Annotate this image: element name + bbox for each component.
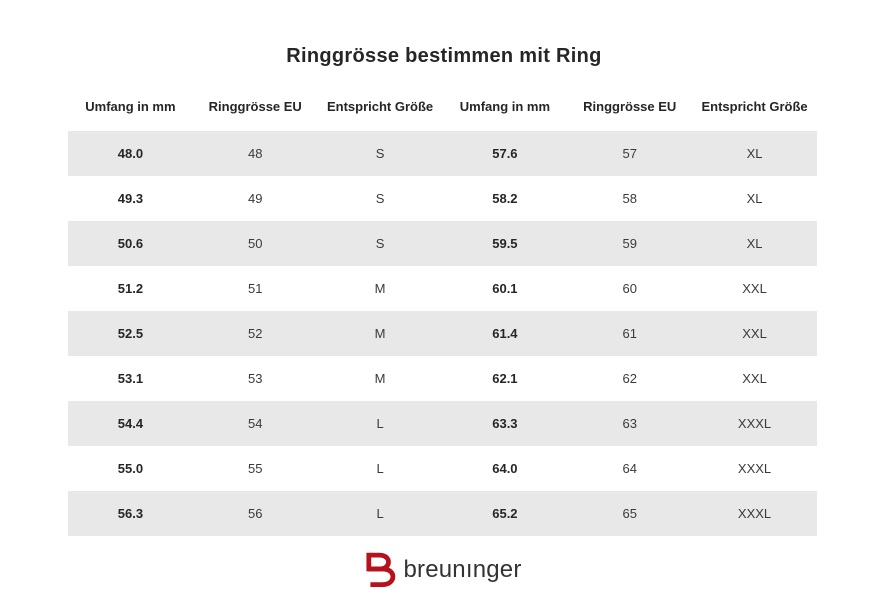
- entspricht-groesse-value: XXL: [742, 326, 767, 341]
- brand-logo-text: breunınger: [403, 556, 522, 583]
- umfang-value: 56.3: [117, 506, 144, 521]
- size-table: 48.0 48 S 57.6 57 XL 49.3 49 S 58.2 58 XL 50.6 50 S 59.…: [68, 131, 817, 536]
- umfang-value: 60.1: [492, 281, 518, 296]
- entspricht-groesse-value: S: [375, 191, 385, 206]
- column-header: Ringgrösse EU: [208, 99, 302, 114]
- table-row: 48.0 48 S 57.6 57 XL: [68, 131, 817, 176]
- umfang-value: 55.0: [117, 461, 144, 476]
- umfang-value: 62.1: [492, 371, 518, 386]
- umfang-value: 58.2: [492, 191, 518, 206]
- umfang-value: 57.6: [492, 146, 518, 161]
- table-row: 55.0 55 L 64.0 64 XXXL: [68, 446, 817, 491]
- brand-logo: breunınger: [0, 551, 888, 589]
- umfang-value: 52.5: [117, 326, 144, 341]
- table-header: Umfang in mm Ringgrösse EU Entspricht Größ…: [68, 99, 817, 114]
- ringgroesse-eu-value: 64: [622, 461, 637, 476]
- ringgroesse-eu-value: 56: [248, 506, 263, 521]
- umfang-value: 48.0: [117, 146, 144, 161]
- entspricht-groesse-value: M: [374, 371, 386, 386]
- entspricht-groesse-value: M: [374, 281, 386, 296]
- column-header: Entspricht Größe: [701, 99, 808, 114]
- entspricht-groesse-value: XL: [746, 236, 763, 251]
- column-header: Entspricht Größe: [326, 99, 434, 114]
- entspricht-groesse-value: XL: [746, 146, 763, 161]
- table-row: 51.2 51 M 60.1 60 XXL: [68, 266, 817, 311]
- entspricht-groesse-value: L: [376, 416, 384, 431]
- entspricht-groesse-value: XXL: [742, 281, 767, 296]
- umfang-value: 65.2: [492, 506, 518, 521]
- table-row: 54.4 54 L 63.3 63 XXXL: [68, 401, 817, 446]
- breuninger-b-icon: [366, 552, 396, 588]
- ringgroesse-eu-value: 59: [622, 236, 637, 251]
- ringgroesse-eu-value: 48: [248, 146, 263, 161]
- umfang-value: 59.5: [492, 236, 518, 251]
- entspricht-groesse-value: XXXL: [737, 461, 772, 476]
- entspricht-groesse-value: S: [375, 236, 385, 251]
- table-row: 53.1 53 M 62.1 62 XXL: [68, 356, 817, 401]
- table-row: 50.6 50 S 59.5 59 XL: [68, 221, 817, 266]
- umfang-value: 61.4: [492, 326, 518, 341]
- umfang-value: 50.6: [117, 236, 144, 251]
- ringgroesse-eu-value: 54: [248, 416, 263, 431]
- column-header: Ringgrösse EU: [583, 99, 677, 114]
- ringgroesse-eu-value: 49: [248, 191, 263, 206]
- umfang-value: 51.2: [117, 281, 144, 296]
- table-row: 56.3 56 L 65.2 65 XXXL: [68, 491, 817, 536]
- ringgroesse-eu-value: 62: [622, 371, 637, 386]
- umfang-value: 54.4: [117, 416, 144, 431]
- ringgroesse-eu-value: 57: [622, 146, 637, 161]
- table-row: 52.5 52 M 61.4 61 XXL: [68, 311, 817, 356]
- umfang-value: 49.3: [117, 191, 144, 206]
- entspricht-groesse-value: XXXL: [737, 416, 772, 431]
- page-title: Ringgrösse bestimmen mit Ring: [286, 45, 602, 67]
- entspricht-groesse-value: L: [376, 461, 384, 476]
- column-header: Umfang in mm: [85, 99, 176, 114]
- entspricht-groesse-value: XL: [746, 191, 763, 206]
- umfang-value: 63.3: [492, 416, 518, 431]
- entspricht-groesse-value: XXL: [742, 371, 767, 386]
- ringgroesse-eu-value: 58: [622, 191, 637, 206]
- ringgroesse-eu-value: 50: [248, 236, 263, 251]
- ringgroesse-eu-value: 53: [248, 371, 263, 386]
- table-row: 49.3 49 S 58.2 58 XL: [68, 176, 817, 221]
- umfang-value: 64.0: [492, 461, 518, 476]
- entspricht-groesse-value: L: [376, 506, 384, 521]
- entspricht-groesse-value: S: [375, 146, 385, 161]
- entspricht-groesse-value: XXXL: [737, 506, 772, 521]
- ringgroesse-eu-value: 60: [622, 281, 637, 296]
- ringgroesse-eu-value: 52: [248, 326, 263, 341]
- ringgroesse-eu-value: 61: [622, 326, 637, 341]
- ringgroesse-eu-value: 65: [622, 506, 637, 521]
- ringgroesse-eu-value: 55: [248, 461, 263, 476]
- ringgroesse-eu-value: 63: [622, 416, 637, 431]
- umfang-value: 53.1: [117, 371, 144, 386]
- ringgroesse-eu-value: 51: [248, 281, 263, 296]
- entspricht-groesse-value: M: [374, 326, 386, 341]
- column-header: Umfang in mm: [459, 99, 551, 114]
